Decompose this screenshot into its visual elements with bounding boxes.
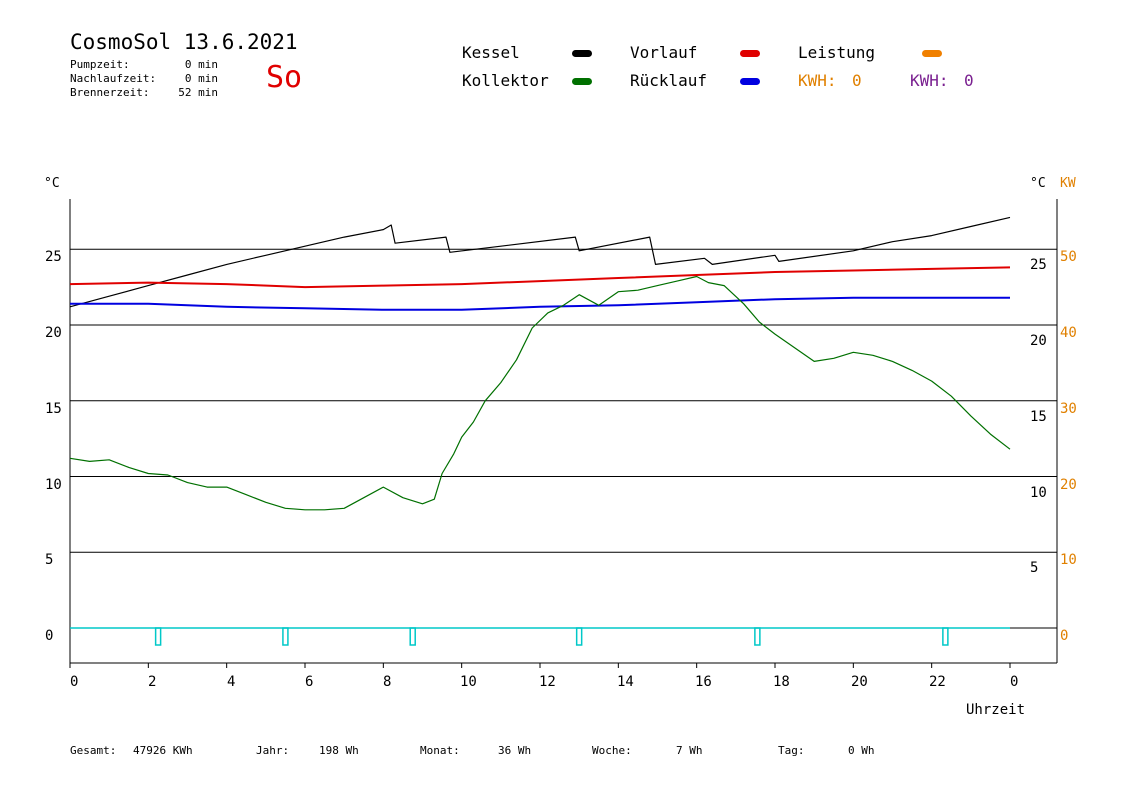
left-tick-15: 15 (45, 401, 62, 417)
weekday-label: So (266, 60, 303, 95)
kw-tick-40: 40 (1060, 325, 1077, 341)
legend-ruecklauf-swatch (740, 78, 760, 85)
pump-marker (754, 627, 761, 646)
legend-kessel-swatch (572, 50, 592, 57)
pump-marker (154, 627, 162, 646)
pump-marker (942, 627, 949, 646)
kw-axis-unit: KW (1060, 176, 1076, 191)
right-tick-5: 5 (1030, 560, 1039, 576)
right-tick-10: 10 (1030, 485, 1047, 501)
stat-nachlaufzeit-label: Nachlaufzeit: (70, 72, 157, 85)
footer-woche-value: 7 Wh (676, 744, 703, 757)
legend-kollektor-label: Kollektor (462, 71, 549, 90)
x-tick-6: 6 (305, 674, 314, 690)
legend-kessel-label: Kessel (462, 43, 520, 62)
pump-marker (409, 627, 416, 646)
series-kessel (69, 216, 1011, 308)
x-tick-14: 14 (617, 674, 634, 690)
kw-tick-20: 20 (1060, 477, 1077, 493)
right-tick-15: 15 (1030, 409, 1047, 425)
right-axis-unit: °C (1030, 176, 1046, 191)
legend-ruecklauf-label: Rücklauf (630, 71, 708, 90)
left-tick-5: 5 (45, 552, 54, 568)
legend-vorlauf-label: Vorlauf (630, 43, 698, 62)
x-tick-12: 12 (539, 674, 556, 690)
footer-monat-label: Monat: (420, 744, 460, 757)
plot-frame (69, 199, 1058, 668)
kw-tick-30: 30 (1060, 401, 1077, 417)
stat-nachlaufzeit-value: 0 min (184, 72, 218, 85)
x-tick-24: 0 (1010, 674, 1019, 690)
legend-kollektor-swatch (572, 78, 592, 85)
footer-gesamt-label: Gesamt: (70, 744, 117, 757)
pump-marker (282, 627, 289, 646)
series-rücklauf (70, 296, 1010, 311)
legend-leistung-swatch (922, 50, 942, 57)
left-tick-20: 20 (45, 325, 62, 341)
footer-tag-value: 0 Wh (848, 744, 875, 757)
series-vorlauf (69, 266, 1011, 289)
stat-pumpzeit-value: 0 min (184, 58, 218, 71)
series-lines (69, 216, 1011, 511)
right-tick-25: 25 (1030, 257, 1047, 273)
kwh-1-value: 0 (852, 71, 862, 90)
kw-tick-10: 10 (1060, 552, 1077, 568)
footer-tag-label: Tag: (778, 744, 805, 757)
left-axis-unit: °C (44, 176, 60, 191)
x-tick-18: 18 (773, 674, 790, 690)
footer-woche-label: Woche: (592, 744, 632, 757)
right-tick-20: 20 (1030, 333, 1047, 349)
x-axis-label: Uhrzeit (966, 702, 1026, 718)
x-tick-22: 22 (929, 674, 946, 690)
kwh-2-label: KWH: (910, 71, 949, 90)
footer-jahr-value: 198 Wh (319, 744, 359, 757)
kw-tick-50: 50 (1060, 249, 1077, 265)
x-tick-2: 2 (148, 674, 157, 690)
legend-leistung-label: Leistung (798, 43, 876, 62)
stat-brennerzeit-label: Brennerzeit: (70, 86, 150, 99)
footer-monat-value: 36 Wh (498, 744, 532, 757)
footer-gesamt-value: 47926 KWh (133, 744, 193, 757)
kwh-1-label: KWH: (798, 71, 837, 90)
series-kollektor (69, 275, 1011, 511)
left-tick-0: 0 (45, 628, 54, 644)
legend-vorlauf-swatch (740, 50, 760, 57)
footer-jahr-label: Jahr: (256, 744, 290, 757)
left-tick-10: 10 (45, 477, 62, 493)
pump-markers (70, 627, 1057, 646)
left-tick-25: 25 (45, 249, 62, 265)
stat-pumpzeit-label: Pumpzeit: (70, 58, 130, 71)
x-tick-4: 4 (227, 674, 236, 690)
x-tick-8: 8 (383, 674, 392, 690)
gridlines (70, 248, 1057, 553)
pump-marker (575, 627, 583, 646)
x-tick-20: 20 (851, 674, 868, 690)
stat-brennerzeit-value: 52 min (178, 86, 218, 99)
page-title: CosmoSol 13.6.2021 (70, 30, 298, 54)
kw-tick-0: 0 (1060, 628, 1069, 644)
x-tick-0: 0 (70, 674, 79, 690)
x-tick-16: 16 (695, 674, 712, 690)
x-tick-10: 10 (460, 674, 477, 690)
kwh-2-value: 0 (964, 71, 974, 90)
